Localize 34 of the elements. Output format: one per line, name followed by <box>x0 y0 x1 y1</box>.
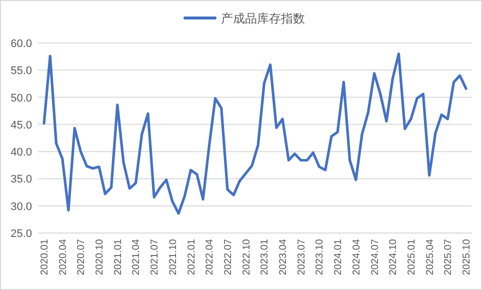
x-tick-label: 2024.07 <box>370 238 381 276</box>
line-series <box>42 52 468 215</box>
x-tick-label: 2022.10 <box>241 238 252 276</box>
y-tick-label: 40.0 <box>10 146 32 159</box>
x-tick-label: 2020.04 <box>58 238 69 276</box>
x-tick-label: 2025.07 <box>443 238 454 276</box>
x-tick-label: 2024.04 <box>351 238 362 276</box>
x-tick-label: 2020.07 <box>76 238 88 276</box>
x-tick-label: 2025.01 <box>406 238 418 276</box>
x-tick-label: 2020.01 <box>40 238 50 276</box>
x-tick-label: 2025.10 <box>462 238 472 276</box>
x-tick-label: 2021.10 <box>168 238 179 276</box>
x-tick-label: 2024.01 <box>333 238 344 276</box>
y-tick-label: 55.0 <box>10 65 32 78</box>
y-tick-label: 60.0 <box>10 38 32 50</box>
x-tick-label: 2021.01 <box>112 238 124 276</box>
x-tick-label: 2022.04 <box>204 238 216 276</box>
x-tick-label: 2023.04 <box>278 238 290 276</box>
x-tick-label: 2021.04 <box>131 238 142 276</box>
x-tick-label: 2023.07 <box>296 238 308 276</box>
y-tick-label: 45.0 <box>10 119 32 132</box>
y-tick-label: 35.0 <box>10 174 32 186</box>
x-tick-label: 2021.07 <box>150 238 161 276</box>
x-tick-label: 2020.10 <box>94 238 106 276</box>
x-tick-label: 2023.10 <box>314 238 326 276</box>
y-tick-label: 50.0 <box>10 92 32 104</box>
y-tick-label: 30.0 <box>10 200 32 213</box>
x-tick-label: 2022.01 <box>186 238 198 276</box>
y-tick-label: 25.0 <box>10 228 32 240</box>
x-tick-label: 2022.07 <box>222 238 234 276</box>
x-tick-label: 2025.04 <box>424 238 436 276</box>
legend-label: 产成品库存指数 <box>221 12 305 26</box>
x-tick-label: 2023.01 <box>260 238 271 276</box>
x-tick-label: 2024.10 <box>388 238 400 276</box>
